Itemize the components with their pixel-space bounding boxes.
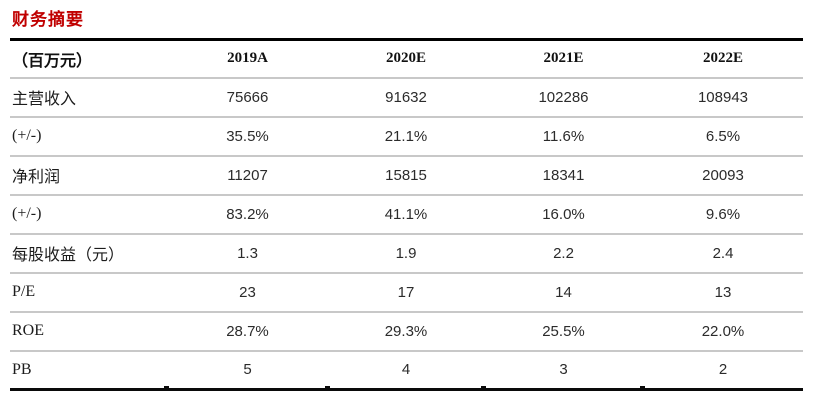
value-cell: 9.6%	[705, 205, 741, 223]
value-cell: 91632	[385, 88, 427, 106]
value-cell: 13	[714, 283, 732, 301]
value-cell: 3	[559, 361, 568, 379]
table-row-profit-growth: (+/-) 83.2% 41.1% 16.0% 9.6%	[10, 195, 803, 234]
unit-header-cell: （百万元）	[12, 52, 93, 70]
table-row-net-profit: 净利润 11207 15815 18341 20093	[10, 156, 803, 195]
value-cell: 23	[239, 283, 256, 301]
row-label: P/E	[12, 283, 36, 300]
value-cell: 5	[243, 361, 252, 379]
value-cell: 83.2%	[226, 205, 269, 223]
table-header-row: （百万元） 2019A 2020E 2021E 2022E	[10, 40, 803, 78]
value-cell: 14	[555, 283, 572, 301]
value-cell: 21.1%	[384, 127, 428, 145]
value-cell: 29.3%	[384, 322, 428, 340]
value-cell: 108943	[697, 88, 749, 106]
value-cell: 25.5%	[542, 322, 585, 340]
value-cell: 11207	[227, 166, 268, 184]
value-cell: 20093	[702, 166, 744, 184]
row-label: PB	[12, 360, 32, 378]
column-header-2020E: 2020E	[385, 50, 426, 67]
value-cell: 4	[401, 361, 411, 379]
value-cell: 6.5%	[705, 127, 741, 145]
value-cell: 35.5%	[226, 127, 269, 145]
table-row-pe: P/E 23 17 14 13	[10, 273, 803, 312]
row-label: 主营收入	[12, 91, 77, 108]
value-cell: 18341	[542, 166, 585, 184]
column-boundary-tick	[640, 386, 645, 389]
value-cell: 1.3	[237, 244, 258, 262]
column-header-2021E: 2021E	[543, 50, 584, 67]
value-cell: 1.9	[395, 244, 417, 262]
value-cell: 2.2	[553, 244, 574, 262]
table-row-revenue-growth: (+/-) 35.5% 21.1% 11.6% 6.5%	[10, 117, 803, 156]
column-header-2022E: 2022E	[702, 50, 743, 67]
row-label: ROE	[12, 322, 44, 339]
value-cell: 28.7%	[226, 322, 269, 340]
value-cell: 2.4	[712, 244, 734, 262]
section-title: 财务摘要	[12, 10, 84, 29]
row-label: 每股收益（元）	[12, 247, 125, 264]
value-cell: 22.0%	[701, 322, 745, 340]
table-row-roe: ROE 28.7% 29.3% 25.5% 22.0%	[10, 312, 803, 351]
value-cell: 17	[397, 283, 415, 301]
value-cell: 15815	[385, 166, 427, 184]
column-boundary-tick	[481, 386, 486, 389]
value-cell: 11.6%	[542, 127, 585, 145]
value-cell: 16.0%	[542, 205, 585, 223]
table-row-eps: 每股收益（元） 1.3 1.9 2.2 2.4	[10, 234, 803, 273]
value-cell: 2	[718, 361, 728, 379]
financial-summary-table: （百万元） 2019A 2020E 2021E 2022E 主营收入 75666…	[10, 38, 803, 391]
column-boundary-tick	[325, 386, 330, 389]
column-header-2019A: 2019A	[227, 50, 268, 67]
value-cell: 75666	[226, 88, 269, 106]
table-row-pb: PB 5 4 3 2	[10, 351, 803, 390]
column-boundary-tick	[164, 386, 169, 389]
table-row-revenue: 主营收入 75666 91632 102286 108943	[10, 78, 803, 117]
row-label: (+/-)	[12, 205, 42, 222]
row-label: 净利润	[12, 169, 61, 186]
row-label: (+/-)	[12, 127, 42, 144]
value-cell: 41.1%	[384, 205, 428, 223]
value-cell: 102286	[538, 88, 589, 106]
